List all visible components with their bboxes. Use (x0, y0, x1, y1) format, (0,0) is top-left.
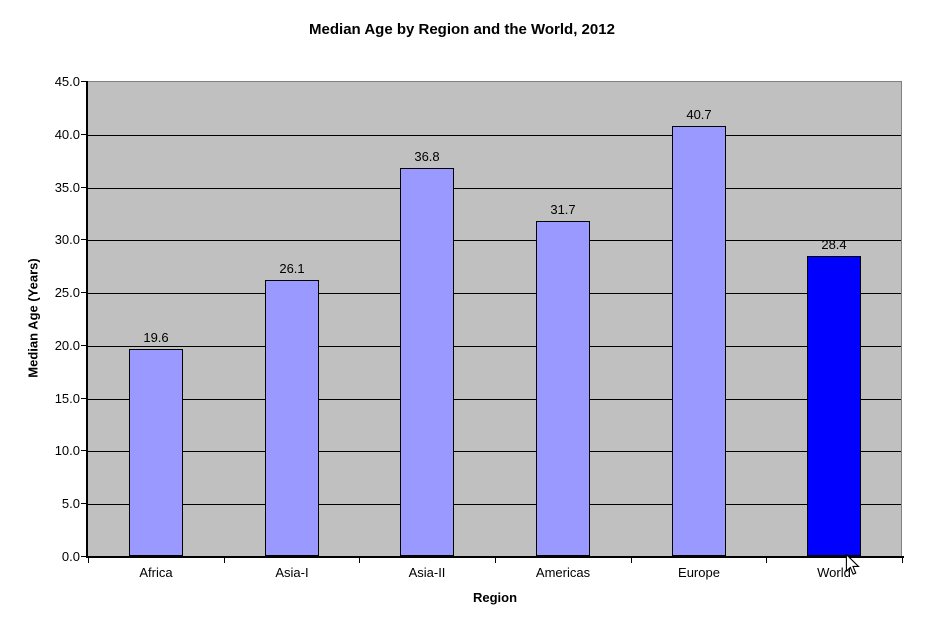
bar-value-label: 31.7 (550, 202, 576, 217)
y-axis-title: Median Age (Years) (25, 258, 41, 378)
y-axis-line (86, 81, 88, 558)
gridline (88, 188, 901, 189)
gridline (88, 293, 901, 294)
x-axis-tick (902, 558, 903, 563)
x-tick-label: Americas (535, 565, 591, 580)
x-tick-label: World (817, 565, 851, 580)
mouse-cursor-icon (845, 554, 860, 575)
y-tick-label: 20.0 (54, 338, 80, 353)
x-axis-tick (88, 558, 89, 563)
x-axis-tick (495, 558, 496, 563)
y-axis-tick (81, 450, 87, 451)
gridline (88, 240, 901, 241)
bar-europe[interactable] (672, 126, 726, 556)
bar-value-label: 36.8 (414, 149, 440, 164)
gridline (88, 346, 901, 347)
gridline (88, 135, 901, 136)
x-tick-label: Africa (139, 565, 173, 580)
x-axis-title: Region (472, 590, 518, 605)
y-axis-tick (81, 398, 87, 399)
x-axis-tick (631, 558, 632, 563)
y-tick-label: 10.0 (54, 443, 80, 458)
plot-area (88, 81, 902, 556)
bar-value-label: 26.1 (279, 261, 305, 276)
gridline (88, 504, 901, 505)
gridline (88, 399, 901, 400)
x-axis-tick (224, 558, 225, 563)
y-axis-tick (81, 81, 87, 82)
x-axis-line (86, 556, 904, 558)
y-tick-label: 25.0 (54, 285, 80, 300)
x-axis-tick (359, 558, 360, 563)
bar-value-label: 28.4 (821, 237, 847, 252)
x-tick-label: Asia-I (275, 565, 309, 580)
y-axis-tick (81, 556, 87, 557)
y-axis-tick (81, 134, 87, 135)
x-tick-label: Europe (678, 565, 720, 580)
chart-title: Median Age by Region and the World, 2012 (309, 21, 615, 38)
y-tick-label: 0.0 (61, 549, 80, 564)
y-tick-label: 40.0 (54, 127, 80, 142)
y-tick-label: 35.0 (54, 180, 80, 195)
y-tick-label: 30.0 (54, 232, 80, 247)
bar-americas[interactable] (536, 221, 590, 556)
x-tick-label: Asia-II (408, 565, 446, 580)
bar-asia-i[interactable] (265, 280, 319, 556)
y-tick-label: 15.0 (54, 391, 80, 406)
y-axis-tick (81, 292, 87, 293)
bar-value-label: 19.6 (143, 330, 169, 345)
y-axis-tick (81, 345, 87, 346)
y-axis-tick (81, 239, 87, 240)
y-tick-label: 45.0 (54, 74, 80, 89)
bar-asia-ii[interactable] (400, 168, 454, 556)
bar-africa[interactable] (129, 349, 183, 556)
y-axis-tick (81, 187, 87, 188)
y-tick-label: 5.0 (61, 496, 80, 511)
bar-world[interactable] (807, 256, 861, 556)
y-axis-tick (81, 503, 87, 504)
bar-value-label: 40.7 (686, 107, 712, 122)
gridline (88, 451, 901, 452)
x-axis-tick (766, 558, 767, 563)
